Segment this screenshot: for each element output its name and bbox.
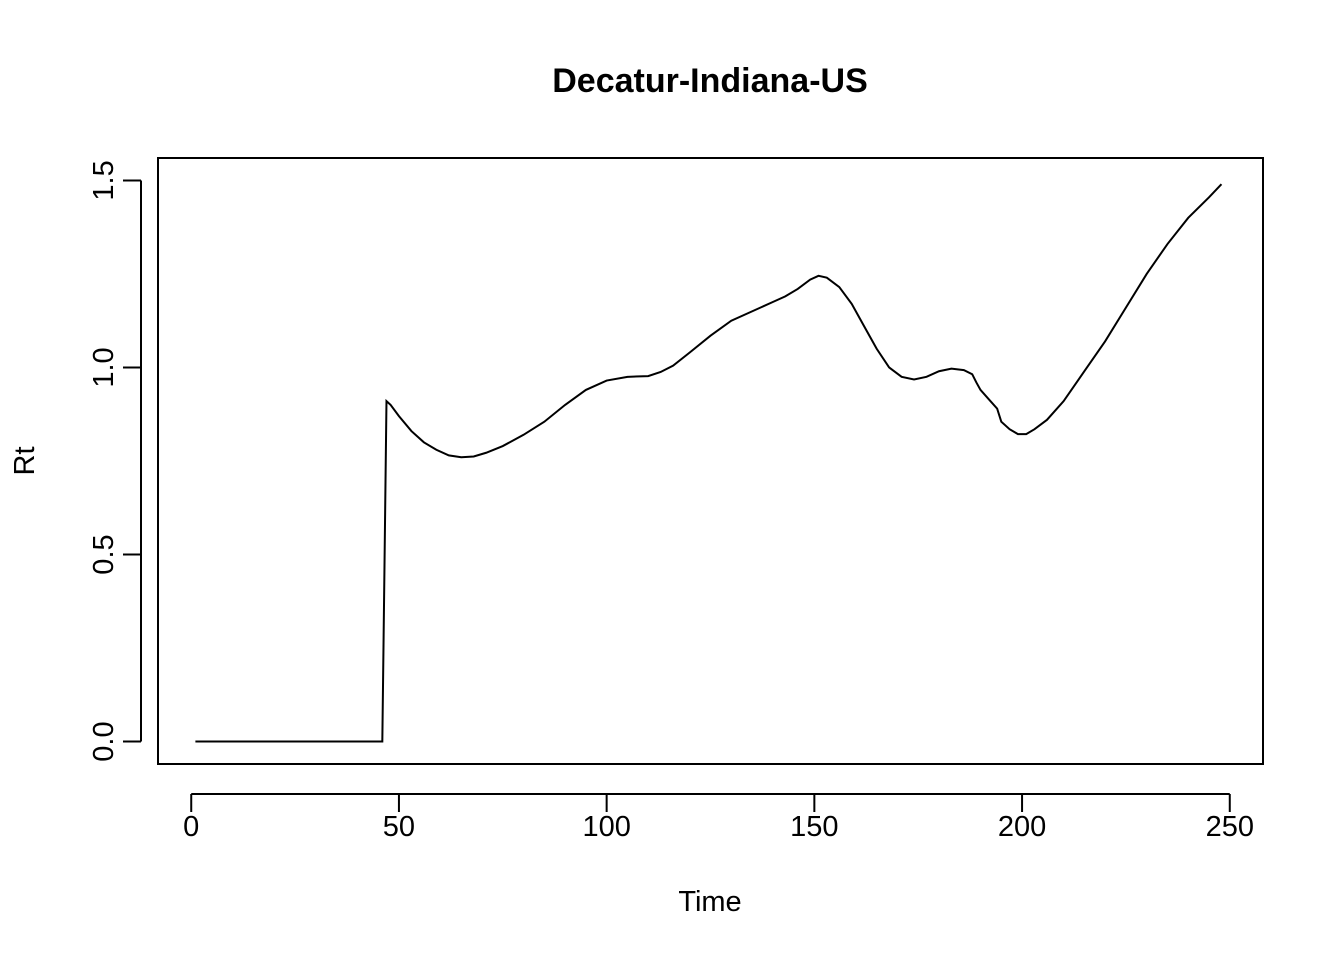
x-axis-label: Time bbox=[678, 886, 741, 918]
x-tick-label: 0 bbox=[183, 811, 199, 843]
y-tick-label: 0.0 bbox=[88, 721, 120, 761]
plot-frame bbox=[157, 157, 1264, 765]
x-tick-label: 150 bbox=[790, 811, 838, 843]
x-axis: 0 50 100 150 200 250 bbox=[183, 793, 1254, 843]
x-tick-label: 50 bbox=[383, 811, 415, 843]
y-tick-label: 1.0 bbox=[88, 347, 120, 387]
y-axis-label: Rt bbox=[9, 447, 41, 476]
chart-title: Decatur-Indiana-US bbox=[552, 62, 868, 100]
x-tick-label: 200 bbox=[998, 811, 1046, 843]
x-tick-label: 250 bbox=[1206, 811, 1254, 843]
y-axis: 0.0 0.5 1.0 1.5 bbox=[88, 160, 142, 762]
y-tick-label: 0.5 bbox=[88, 534, 120, 574]
series-line bbox=[195, 183, 1223, 743]
x-tick-label: 100 bbox=[582, 811, 630, 843]
y-tick-label: 1.5 bbox=[88, 160, 120, 200]
series-layer bbox=[195, 183, 1223, 743]
